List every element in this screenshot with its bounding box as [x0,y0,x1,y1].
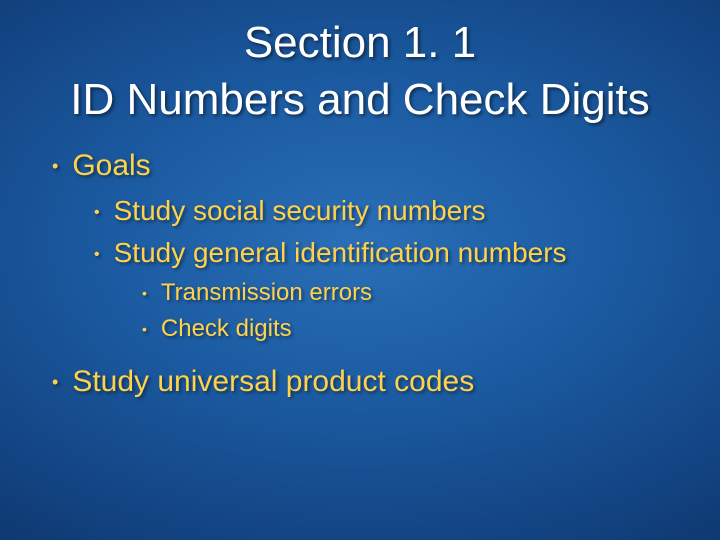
list-item-text: Study general identification numbers [114,237,567,269]
bullet-icon: • [52,372,58,393]
bullet-icon: • [94,246,100,264]
list-item: • Transmission errors [142,279,720,307]
bullet-icon: • [52,156,58,177]
slide: Section 1. 1 ID Numbers and Check Digits… [0,0,720,540]
list-item-text: Study universal product codes [72,365,474,399]
bullet-icon: • [142,321,147,337]
list-item: • Check digits [142,315,720,343]
list-item: • Study universal product codes [52,365,720,399]
list-item-text: Goals [72,149,150,183]
list-item: • Goals [52,149,720,183]
list-item-text: Transmission errors [161,279,372,307]
list-item-text: Check digits [161,315,292,343]
bullet-icon: • [142,285,147,301]
list-item-text: Study social security numbers [114,195,486,227]
slide-title: Section 1. 1 ID Numbers and Check Digits [0,18,720,125]
slide-body: • Goals • Study social security numbers … [0,149,720,399]
list-item: • Study general identification numbers [94,237,720,269]
list-item: • Study social security numbers [94,195,720,227]
title-line-1: Section 1. 1 [0,18,720,69]
bullet-icon: • [94,204,100,222]
title-line-2: ID Numbers and Check Digits [0,75,720,126]
